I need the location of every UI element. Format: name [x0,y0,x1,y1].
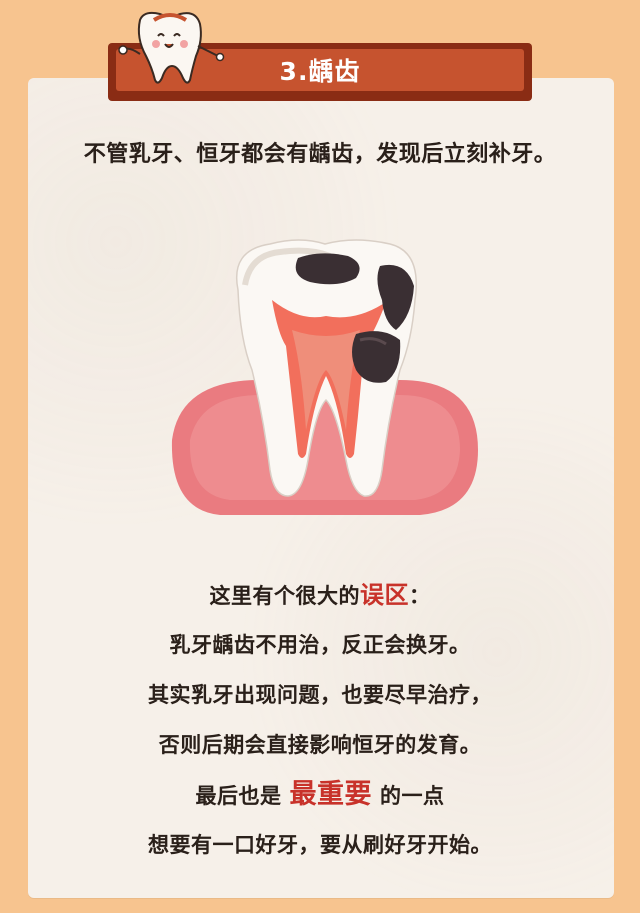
line5-text: 最后也是 [195,784,282,808]
line1-colon: ： [409,584,431,608]
tooth-mascot-icon [118,11,225,84]
paragraph-line-4: 否则后期会直接影响恒牙的发育。 [158,733,482,757]
highlight-most-important: 最重要 [289,779,372,810]
line1-text: 这里有个很大的 [209,584,360,608]
paragraph-line-2: 乳牙龋齿不用治，反正会换牙。 [169,633,471,657]
intro-text: 不管乳牙、恒牙都会有龋齿，发现后立刻补牙。 [83,142,557,167]
decayed-tooth-illustration [171,239,478,515]
paragraph-line-5: 最后也是 最重要 的一点 [0,770,640,820]
highlight-misconception: 误区 [360,581,409,609]
paragraph-line-6: 想要有一口好牙，要从刷好牙开始。 [148,833,492,857]
paragraph-line-3: 其实乳牙出现问题，也要尽早治疗， [148,683,492,707]
explanation-paragraph: 这里有个很大的误区： 乳牙龋齿不用治，反正会换牙。 其实乳牙出现问题，也要尽早治… [0,570,640,870]
line5-tail: 的一点 [380,784,445,808]
paragraph-line-1: 这里有个很大的误区： [0,570,640,620]
page-title: 3.龋齿 [279,57,361,86]
